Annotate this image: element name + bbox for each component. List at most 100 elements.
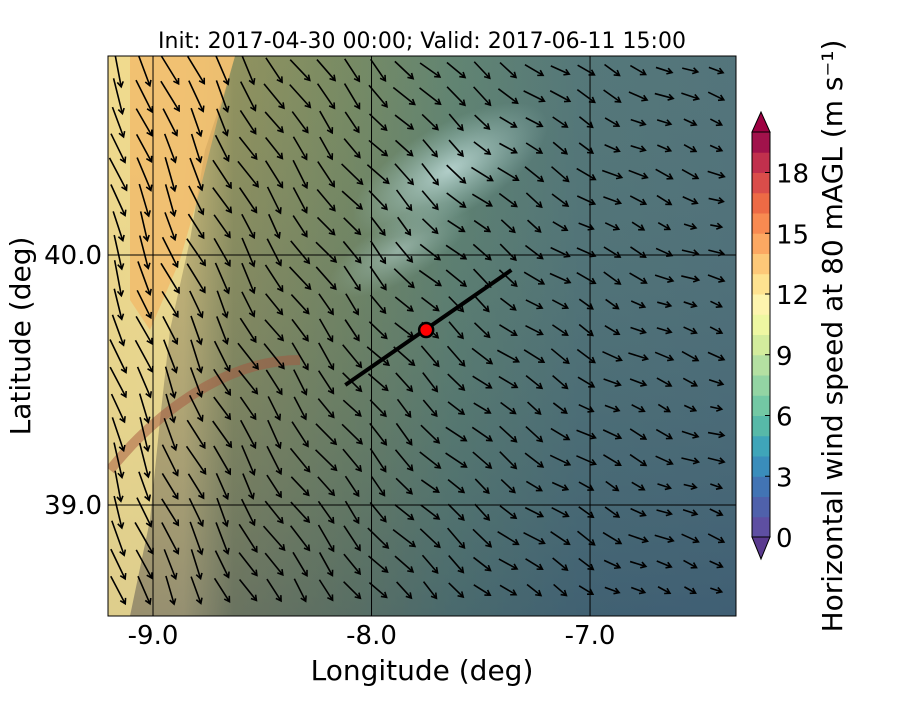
wind-arrow bbox=[161, 290, 179, 318]
wind-arrow bbox=[110, 548, 127, 581]
wind-arrow bbox=[448, 582, 465, 599]
wind-arrow bbox=[113, 234, 125, 271]
wind-arrow bbox=[241, 237, 256, 268]
wind-arrow bbox=[421, 113, 439, 131]
wind-arrow bbox=[603, 378, 622, 387]
wind-arrow bbox=[289, 525, 311, 552]
wind-arrow bbox=[368, 113, 388, 132]
wind-arrow bbox=[446, 527, 466, 550]
wind-arrow bbox=[394, 60, 415, 80]
site-marker bbox=[417, 321, 435, 339]
wind-arrow bbox=[419, 243, 442, 261]
wind-arrow bbox=[319, 136, 334, 161]
wind-arrow bbox=[710, 483, 724, 490]
wind-arrow bbox=[421, 554, 439, 574]
wind-arrow bbox=[394, 449, 414, 472]
wind-arrow bbox=[368, 321, 388, 340]
wind-arrow bbox=[113, 288, 125, 321]
wind-arrow bbox=[630, 507, 647, 517]
wind-arrow bbox=[447, 479, 466, 494]
colorbar-segment bbox=[752, 496, 770, 518]
wind-arrow bbox=[421, 296, 440, 312]
wind-arrow bbox=[263, 83, 285, 110]
wind-arrow bbox=[190, 339, 204, 374]
wind-arrow bbox=[293, 396, 307, 421]
wind-arrow bbox=[215, 472, 230, 501]
wind-arrow bbox=[395, 241, 414, 264]
wind-arrow bbox=[162, 108, 179, 137]
wind-arrow bbox=[498, 375, 519, 389]
wind-arrow bbox=[473, 86, 492, 107]
wind-arrow bbox=[161, 522, 180, 555]
wind-arrow bbox=[366, 346, 391, 367]
wind-arrow bbox=[264, 552, 284, 577]
wind-arrow bbox=[265, 57, 283, 84]
wind-arrow bbox=[523, 90, 546, 103]
wind-arrow bbox=[551, 481, 570, 491]
wind-arrow bbox=[421, 163, 440, 186]
wind-arrow bbox=[110, 133, 127, 164]
wind-arrow bbox=[370, 240, 387, 265]
wind-arrow bbox=[369, 501, 387, 523]
wind-arrow bbox=[345, 293, 359, 316]
wind-arrow bbox=[292, 215, 308, 238]
wind-arrow bbox=[578, 403, 595, 413]
wind-arrow bbox=[135, 108, 153, 137]
wind-arrow bbox=[655, 168, 674, 180]
wind-arrow bbox=[552, 375, 569, 390]
wind-arrow bbox=[657, 483, 672, 491]
wind-arrow bbox=[524, 64, 545, 77]
wind-arrow bbox=[628, 533, 649, 544]
wind-arrow bbox=[602, 531, 623, 545]
wind-arrow bbox=[525, 324, 544, 336]
colorbar-segment bbox=[752, 294, 770, 315]
wind-arrow bbox=[108, 157, 128, 192]
wind-arrow bbox=[523, 271, 546, 285]
colorbar-segment bbox=[752, 395, 770, 416]
wind-arrow bbox=[344, 319, 360, 342]
wind-arrow bbox=[189, 290, 204, 319]
wind-arrow bbox=[239, 110, 257, 135]
wind-arrow bbox=[551, 299, 570, 310]
wind-arrow bbox=[577, 530, 596, 546]
wind-arrow bbox=[317, 161, 336, 188]
wind-arrow bbox=[604, 325, 621, 336]
wind-arrow bbox=[136, 157, 153, 192]
wind-arrow bbox=[291, 421, 309, 448]
wind-arrow bbox=[241, 262, 256, 295]
wind-arrow bbox=[497, 88, 519, 105]
wind-arrow bbox=[445, 269, 468, 287]
wind-arrow bbox=[499, 243, 517, 262]
wind-arrow bbox=[114, 56, 124, 89]
wind-arrow bbox=[474, 478, 490, 495]
wind-arrow bbox=[552, 141, 569, 155]
wind-arrow bbox=[164, 184, 177, 218]
wind-arrow bbox=[397, 216, 412, 237]
wind-arrow bbox=[316, 59, 337, 82]
wind-arrow bbox=[710, 300, 723, 309]
wind-arrow bbox=[293, 578, 307, 603]
wind-arrow bbox=[290, 293, 310, 315]
wind-arrow bbox=[112, 211, 125, 243]
colorbar-segment bbox=[752, 516, 770, 538]
wind-arrow bbox=[292, 187, 308, 214]
wind-arrow bbox=[370, 294, 387, 315]
wind-arrow bbox=[525, 480, 543, 492]
wind-arrow bbox=[421, 218, 439, 235]
wind-arrow bbox=[628, 91, 649, 102]
wind-arrow bbox=[552, 221, 569, 232]
wind-arrow bbox=[289, 84, 312, 109]
wind-arrow bbox=[190, 549, 203, 581]
wind-arrow bbox=[369, 58, 387, 82]
wind-arrow bbox=[162, 316, 179, 345]
wind-arrow bbox=[527, 401, 542, 416]
wind-arrow bbox=[421, 190, 439, 211]
wind-arrow bbox=[499, 505, 518, 520]
wind-arrow bbox=[394, 555, 415, 573]
wind-arrow bbox=[578, 481, 595, 491]
wind-arrow bbox=[370, 216, 386, 237]
wind-arrow bbox=[186, 263, 206, 294]
wind-arrow bbox=[603, 271, 622, 285]
wind-arrow bbox=[499, 61, 518, 79]
wind-arrow bbox=[499, 142, 518, 154]
